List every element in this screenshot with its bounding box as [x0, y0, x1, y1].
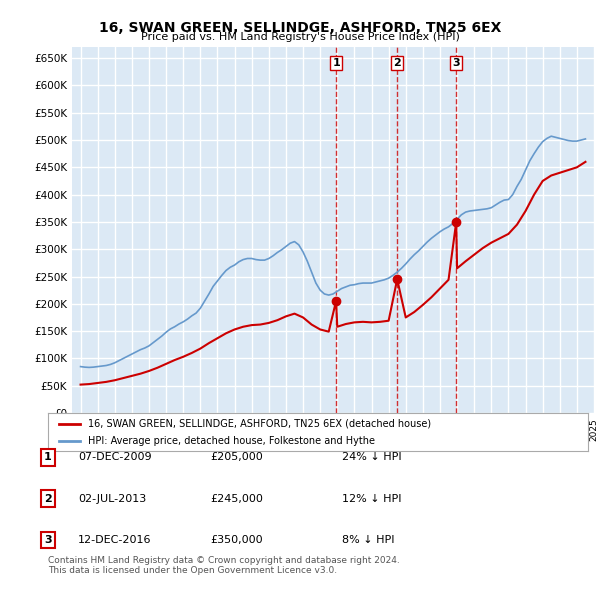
Text: Price paid vs. HM Land Registry's House Price Index (HPI): Price paid vs. HM Land Registry's House … — [140, 32, 460, 42]
Text: Contains HM Land Registry data © Crown copyright and database right 2024.
This d: Contains HM Land Registry data © Crown c… — [48, 556, 400, 575]
Text: 12% ↓ HPI: 12% ↓ HPI — [342, 494, 401, 503]
Text: £245,000: £245,000 — [210, 494, 263, 503]
Text: 16, SWAN GREEN, SELLINDGE, ASHFORD, TN25 6EX (detached house): 16, SWAN GREEN, SELLINDGE, ASHFORD, TN25… — [89, 419, 431, 429]
Text: 2: 2 — [44, 494, 52, 503]
Text: 07-DEC-2009: 07-DEC-2009 — [78, 453, 152, 462]
Text: 3: 3 — [44, 535, 52, 545]
Text: 2: 2 — [394, 58, 401, 68]
Text: £205,000: £205,000 — [210, 453, 263, 462]
Text: 1: 1 — [44, 453, 52, 462]
Text: 1: 1 — [332, 58, 340, 68]
Text: 16, SWAN GREEN, SELLINDGE, ASHFORD, TN25 6EX: 16, SWAN GREEN, SELLINDGE, ASHFORD, TN25… — [99, 21, 501, 35]
Text: 8% ↓ HPI: 8% ↓ HPI — [342, 535, 395, 545]
Text: 12-DEC-2016: 12-DEC-2016 — [78, 535, 151, 545]
Text: £350,000: £350,000 — [210, 535, 263, 545]
Text: 3: 3 — [452, 58, 460, 68]
Text: 02-JUL-2013: 02-JUL-2013 — [78, 494, 146, 503]
Text: HPI: Average price, detached house, Folkestone and Hythe: HPI: Average price, detached house, Folk… — [89, 435, 376, 445]
Text: 24% ↓ HPI: 24% ↓ HPI — [342, 453, 401, 462]
